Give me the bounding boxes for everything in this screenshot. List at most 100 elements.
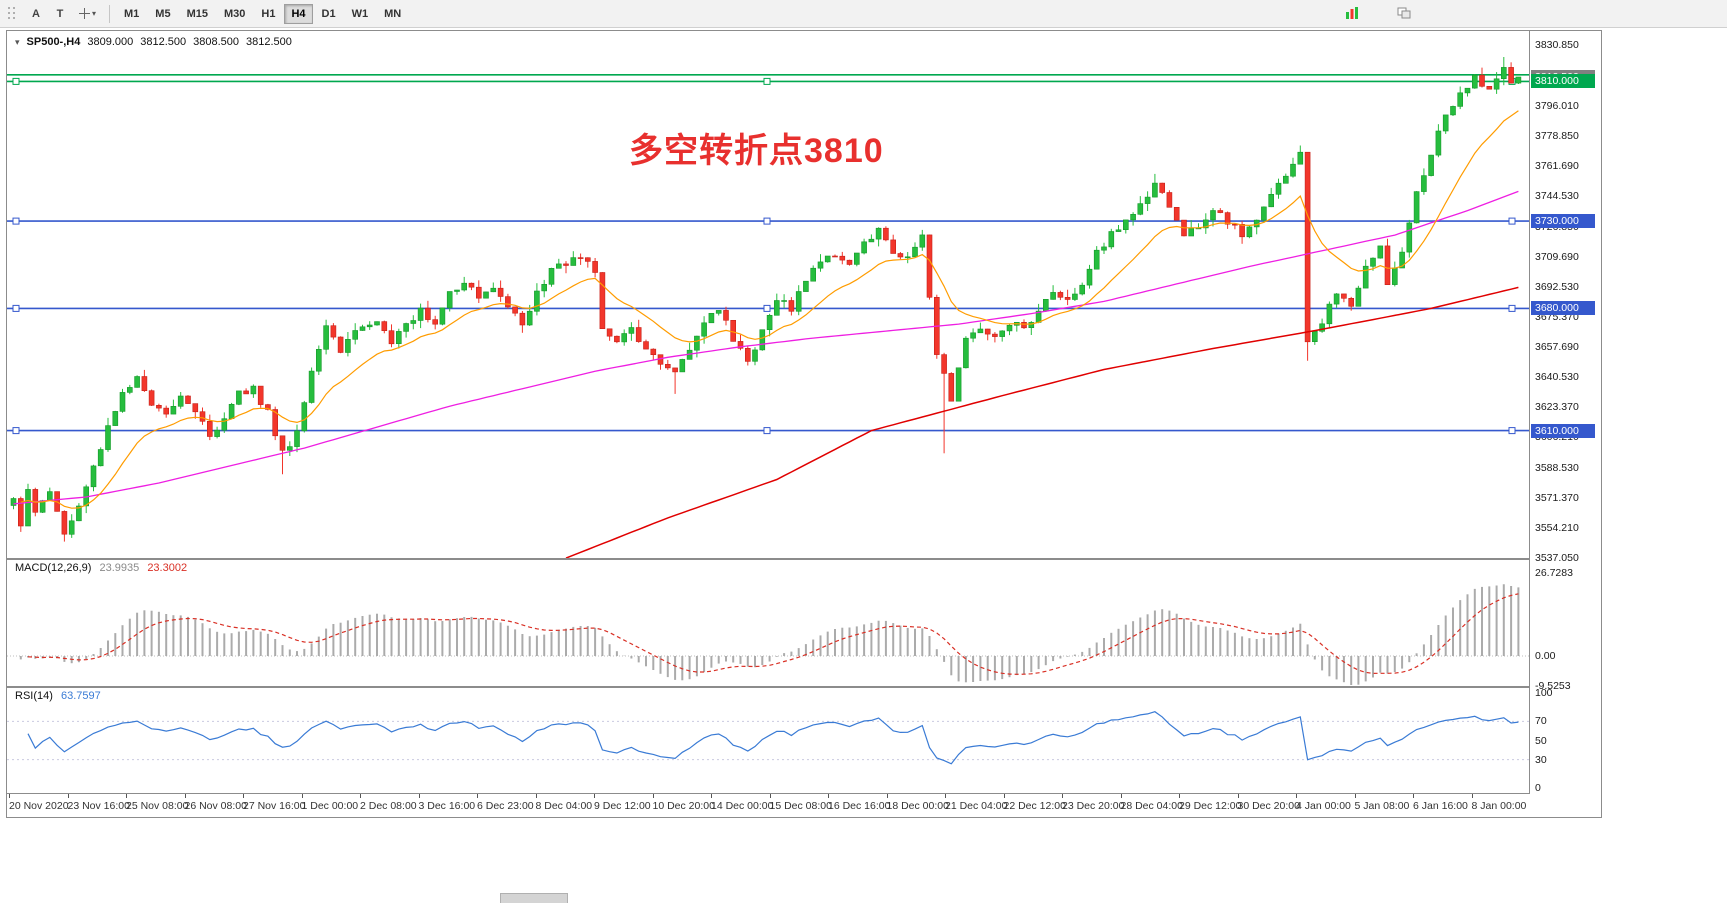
- line-handle[interactable]: [1508, 427, 1516, 435]
- time-tick: [243, 794, 244, 798]
- main-price-pane[interactable]: [7, 31, 1529, 558]
- timeframe-H4[interactable]: H4: [284, 3, 313, 24]
- timeframe-MN[interactable]: MN: [377, 4, 408, 24]
- chevron-down-icon: ▾: [92, 9, 97, 18]
- rsi-axis-label: 100: [1535, 686, 1553, 699]
- chart-window[interactable]: ▾ SP500-,H4 3809.000 3812.500 3808.500 3…: [6, 30, 1602, 818]
- line-handle[interactable]: [12, 77, 20, 85]
- pane-separator-macd[interactable]: [7, 558, 1601, 560]
- rsi-axis-label: 50: [1535, 734, 1547, 747]
- level-price-tag-3610.000: 3610.000: [1531, 423, 1595, 438]
- crosshair-tool-button[interactable]: ▾: [73, 4, 102, 24]
- text-label-tool-button[interactable]: T: [49, 4, 71, 24]
- symbol-label: SP500-,H4: [26, 36, 81, 48]
- line-handle[interactable]: [763, 427, 771, 435]
- time-tick: [126, 794, 127, 798]
- toolbar-separator: [109, 4, 111, 23]
- macd-axis-label: 26.7283: [1535, 566, 1573, 579]
- price-axis-label: 3571.370: [1535, 492, 1579, 505]
- new-chart-icon-button[interactable]: [1339, 3, 1365, 23]
- rsi-line: [27, 711, 1519, 765]
- time-axis-line: [7, 793, 1601, 794]
- price-axis-label: 3796.010: [1535, 99, 1579, 112]
- level-price-tag-3730.000: 3730.000: [1531, 214, 1595, 229]
- timeframe-H1[interactable]: H1: [254, 4, 282, 24]
- line-handle[interactable]: [763, 304, 771, 312]
- line-handle[interactable]: [763, 217, 771, 225]
- time-axis[interactable]: 20 Nov 2020 23 Nov 16:00 25 Nov 08:00 26 No…: [7, 794, 1529, 817]
- time-axis-label: 5 Jan 08:00: [1354, 800, 1410, 812]
- macd-pane[interactable]: [7, 561, 1529, 686]
- time-axis-label: 15 Dec 08:00: [769, 800, 832, 812]
- ma-fast-line: [20, 110, 1519, 509]
- time-axis-label: 29 Dec 12:00: [1179, 800, 1242, 812]
- time-axis-label: 14 Dec 00:00: [711, 800, 774, 812]
- open-value: 3809.000: [87, 36, 134, 48]
- line-handle[interactable]: [763, 77, 771, 85]
- rsi-axis-label: 30: [1535, 753, 1547, 766]
- rsi-title: RSI(14): [15, 690, 53, 702]
- price-scale[interactable]: 3830.8503813.1703796.0103778.8503761.690…: [1529, 31, 1601, 794]
- tile-windows-icon-button[interactable]: [1391, 3, 1417, 23]
- macd-title: MACD(12,26,9): [15, 562, 92, 574]
- time-tick: [652, 794, 654, 798]
- time-tick: [828, 794, 829, 798]
- time-axis-label: 30 Dec 20:00: [1237, 800, 1300, 812]
- timeframe-M1[interactable]: M1: [117, 4, 146, 24]
- line-handle[interactable]: [1508, 304, 1516, 312]
- macd-axis-label: 0.00: [1535, 650, 1556, 662]
- price-axis-label: 3554.210: [1535, 522, 1579, 534]
- collapse-icon[interactable]: ▾: [15, 36, 20, 47]
- chart-ohlc-header: ▾ SP500-,H4 3809.000 3812.500 3808.500 3…: [15, 36, 292, 48]
- time-axis-label: 6 Dec 23:00: [477, 800, 534, 812]
- line-handle[interactable]: [12, 217, 20, 225]
- bottom-scrollbar-thumb[interactable]: [500, 893, 568, 903]
- timeframe-group: M1 M5 M15 M30 H1 H4 D1 W1 MN: [116, 3, 409, 24]
- crosshair-icon: [79, 8, 90, 19]
- price-axis-label: 3623.370: [1535, 401, 1579, 414]
- time-axis-label: 25 Nov 08:00: [126, 800, 189, 812]
- time-axis-label: 18 Dec 00:00: [886, 800, 949, 812]
- rsi-pane[interactable]: [7, 688, 1529, 793]
- time-axis-label: 2 Dec 08:00: [360, 800, 417, 812]
- price-axis-label: 3657.690: [1535, 341, 1579, 354]
- time-axis-label: 21 Dec 04:00: [945, 800, 1008, 812]
- price-axis-label: 3709.690: [1535, 250, 1579, 263]
- time-axis-label: 16 Dec 16:00: [828, 800, 891, 812]
- time-axis-label: 28 Dec 04:00: [1120, 800, 1183, 812]
- toolbar-drag-handle[interactable]: [6, 6, 18, 22]
- timeframe-M15[interactable]: M15: [180, 4, 215, 24]
- low-value: 3808.500: [193, 36, 240, 48]
- time-tick: [711, 794, 712, 798]
- text-tool-button[interactable]: A: [25, 4, 47, 24]
- line-handle[interactable]: [12, 304, 20, 312]
- timeframe-M5[interactable]: M5: [148, 4, 177, 24]
- level-price-tag-3680.000: 3680.000: [1531, 301, 1595, 316]
- line-handle[interactable]: [1508, 217, 1516, 225]
- time-tick: [535, 794, 537, 798]
- time-tick: [1120, 794, 1122, 798]
- time-tick: [418, 794, 420, 798]
- time-tick: [184, 794, 186, 798]
- time-axis-label: 3 Dec 16:00: [418, 800, 476, 812]
- time-tick: [769, 794, 771, 798]
- price-axis-label: 3640.530: [1535, 371, 1579, 384]
- timeframe-W1[interactable]: W1: [345, 4, 376, 24]
- macd-histogram: [19, 584, 1520, 685]
- time-tick: [1296, 794, 1297, 798]
- time-axis-label: 20 Nov 2020: [9, 800, 69, 812]
- time-tick: [1471, 794, 1473, 798]
- macd-axis-label: -9.5253: [1535, 679, 1571, 692]
- timeframe-D1[interactable]: D1: [315, 4, 343, 24]
- pane-separator-rsi[interactable]: [7, 686, 1601, 688]
- time-tick: [1354, 794, 1356, 798]
- timeframe-M30[interactable]: M30: [217, 4, 252, 24]
- high-value: 3812.500: [140, 36, 187, 48]
- time-tick: [1062, 794, 1063, 798]
- time-axis-label: 22 Dec 12:00: [1003, 800, 1066, 812]
- time-tick: [1237, 794, 1239, 798]
- time-tick: [301, 794, 303, 798]
- line-handle[interactable]: [12, 427, 20, 435]
- ma-mid-line: [13, 190, 1519, 505]
- time-axis-label: 23 Dec 20:00: [1062, 800, 1125, 812]
